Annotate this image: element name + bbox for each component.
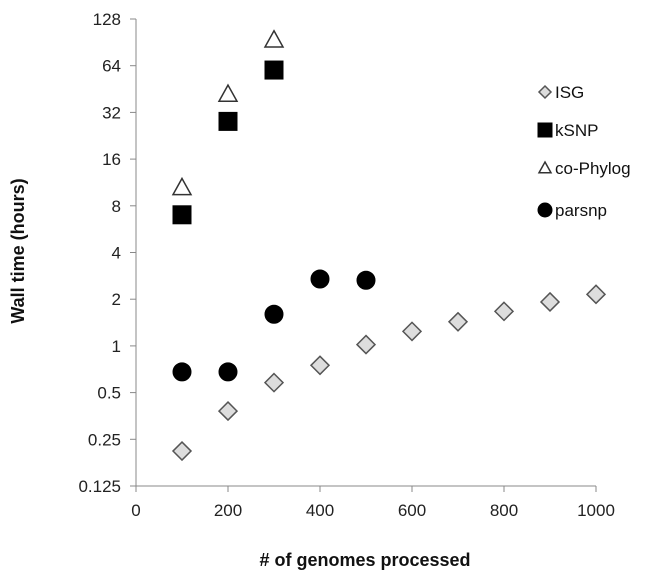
data-points bbox=[171, 29, 607, 462]
legend-square-icon bbox=[537, 122, 553, 138]
legend-label: kSNP bbox=[555, 121, 598, 140]
series-parsnp bbox=[172, 269, 376, 382]
y-tick-label: 0.5 bbox=[97, 384, 121, 403]
series-ksnp bbox=[172, 60, 284, 225]
y-tick-label: 8 bbox=[112, 197, 121, 216]
legend-item: parsnp bbox=[537, 201, 607, 220]
legend-circle-icon bbox=[537, 202, 553, 218]
diamond-point bbox=[309, 355, 331, 376]
circle-point bbox=[172, 362, 192, 382]
legend-diamond-icon bbox=[537, 84, 553, 100]
circle-point bbox=[264, 304, 284, 324]
x-tick-label: 600 bbox=[398, 501, 426, 520]
diamond-point bbox=[447, 311, 469, 332]
y-tick-label: 32 bbox=[102, 103, 121, 122]
legend-label: parsnp bbox=[555, 201, 607, 220]
legend-label: ISG bbox=[555, 83, 584, 102]
x-tick-label: 1000 bbox=[577, 501, 615, 520]
circle-point bbox=[218, 362, 238, 382]
series-isg bbox=[171, 284, 607, 462]
legend-label: co-Phylog bbox=[555, 159, 631, 178]
diamond-point bbox=[171, 440, 193, 462]
legend-triangle-icon bbox=[537, 160, 553, 174]
tick-labels: 0.125 0.25 0.5 1 2 4 8 16 32 64 128 0 200 400 600 800 10… bbox=[78, 10, 614, 520]
x-tick-label: 400 bbox=[306, 501, 334, 520]
diamond-point bbox=[401, 321, 423, 342]
diamond-point bbox=[263, 372, 285, 393]
triangle-point bbox=[263, 29, 285, 48]
y-tick-label: 16 bbox=[102, 150, 121, 169]
diamond-point bbox=[585, 284, 607, 305]
y-tick-label: 64 bbox=[102, 57, 121, 76]
square-point bbox=[172, 205, 192, 225]
diamond-point bbox=[217, 401, 239, 422]
series-co-phylog bbox=[171, 29, 285, 196]
x-tick-label: 800 bbox=[490, 501, 518, 520]
diamond-point bbox=[355, 334, 377, 355]
x-tick-label: 0 bbox=[131, 501, 140, 520]
y-tick-label: 2 bbox=[112, 290, 121, 309]
y-tick-label: 4 bbox=[112, 244, 121, 263]
circle-point bbox=[310, 269, 330, 289]
diamond-point bbox=[493, 301, 515, 322]
y-axis-title: Wall time (hours) bbox=[8, 178, 28, 323]
square-point bbox=[218, 111, 238, 131]
legend-item: co-Phylog bbox=[537, 159, 631, 178]
square-point bbox=[264, 60, 284, 80]
x-tick-label: 200 bbox=[214, 501, 242, 520]
circle-point bbox=[356, 270, 376, 290]
legend-item: kSNP bbox=[537, 121, 598, 140]
legend-item: ISG bbox=[537, 83, 584, 102]
legend: ISG kSNP co-Phylog parsnp bbox=[537, 83, 631, 220]
y-tick-label: 128 bbox=[93, 10, 121, 29]
y-tick-label: 0.25 bbox=[88, 430, 121, 449]
y-tick-label: 1 bbox=[112, 337, 121, 356]
y-tick-label: 0.125 bbox=[78, 477, 121, 496]
triangle-point bbox=[217, 83, 239, 103]
axes bbox=[130, 18, 597, 492]
diamond-point bbox=[539, 291, 561, 313]
x-axis-title: # of genomes processed bbox=[259, 550, 470, 570]
triangle-point bbox=[171, 176, 193, 196]
